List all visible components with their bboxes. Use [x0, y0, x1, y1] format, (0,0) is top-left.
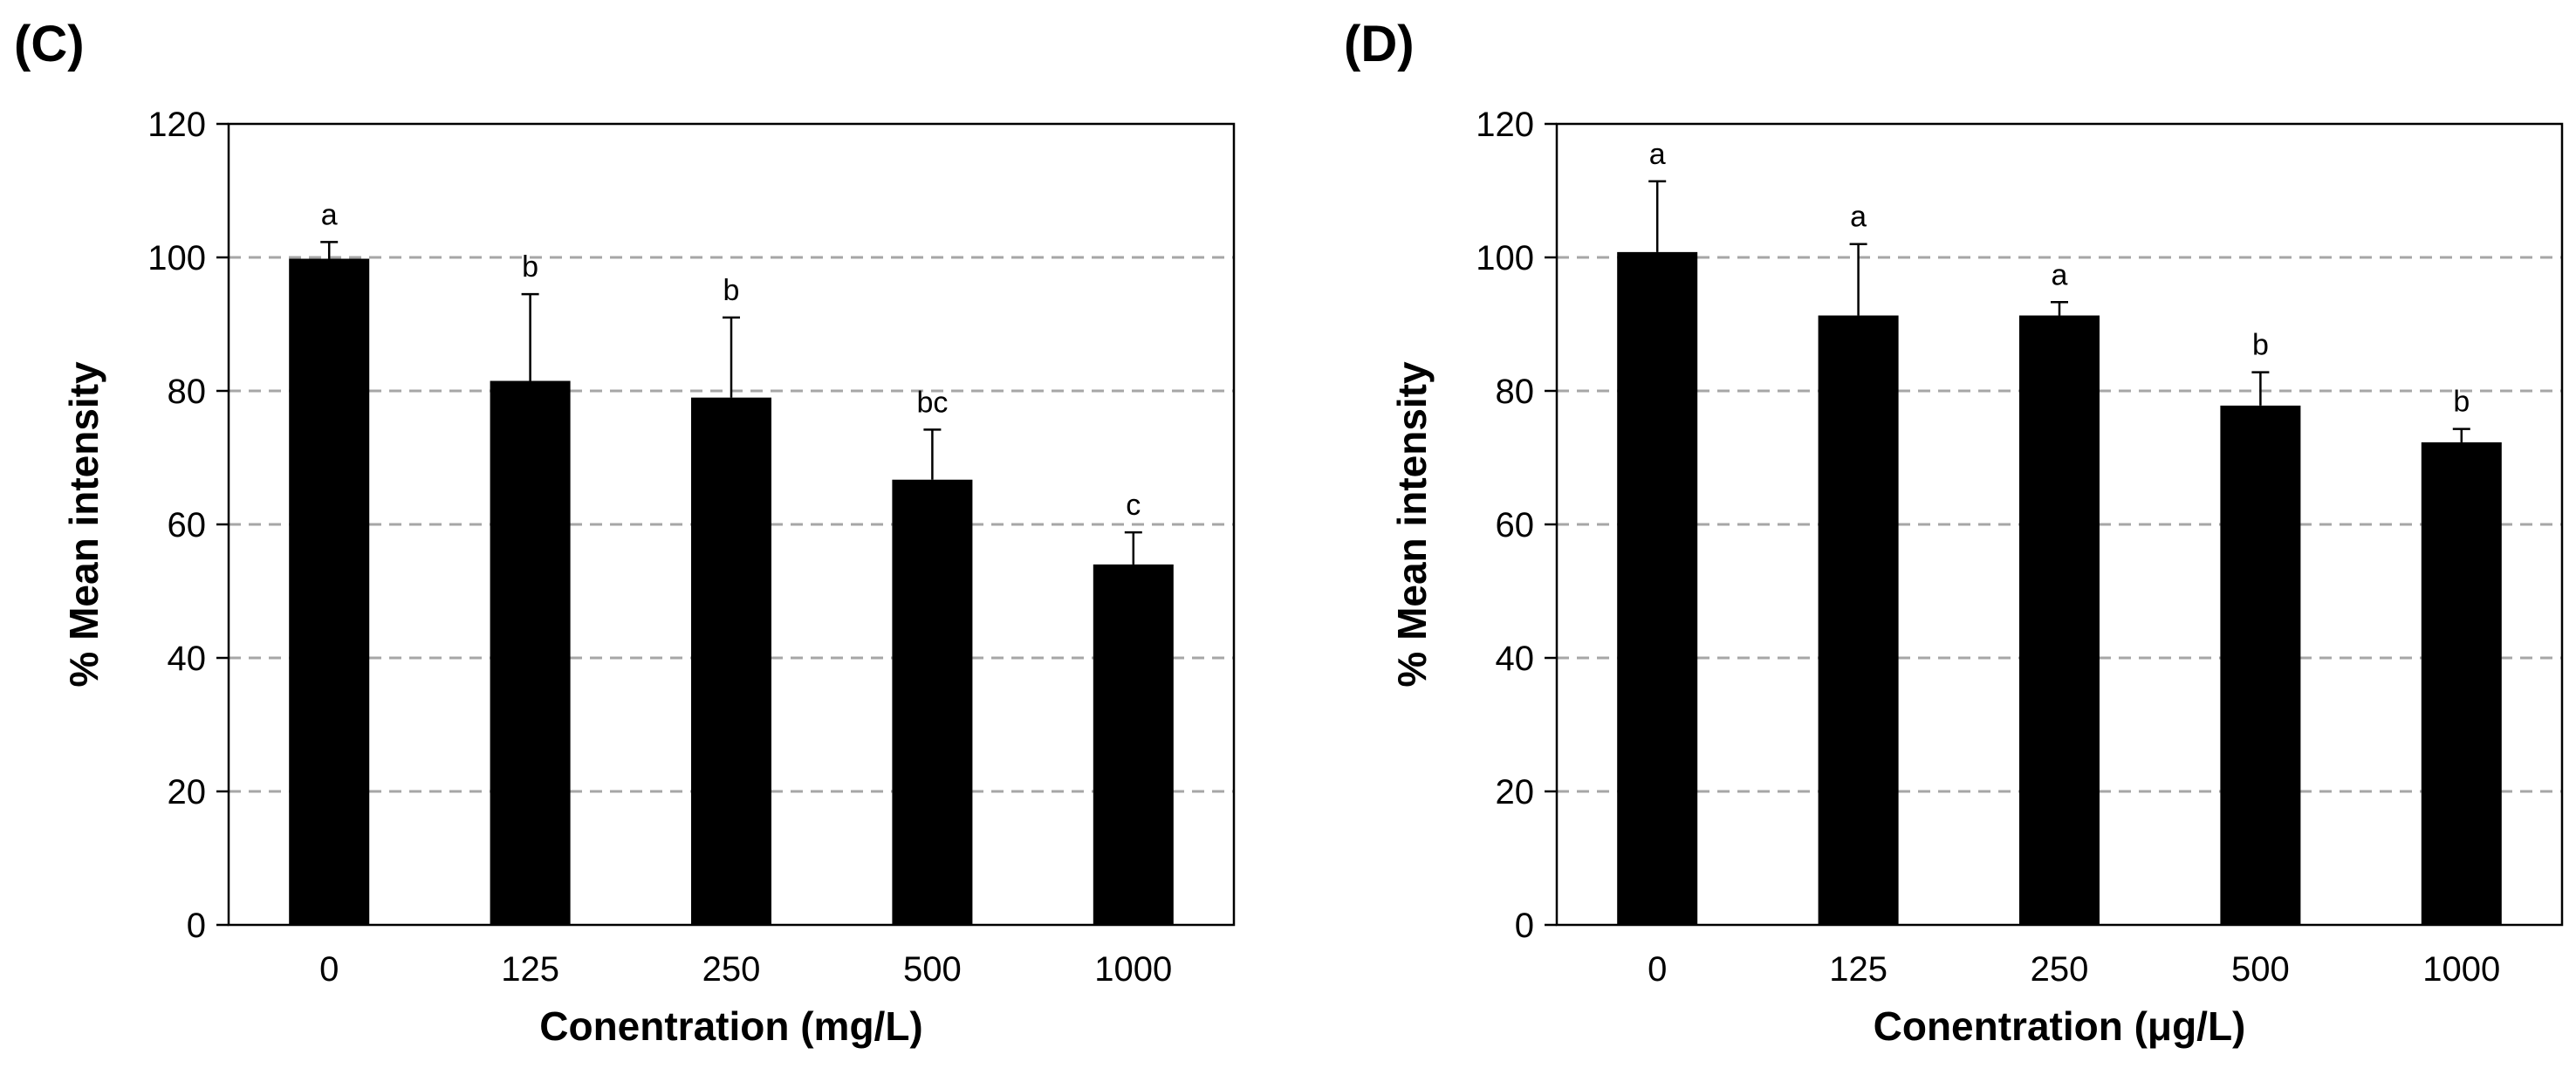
significance-label: b	[723, 274, 740, 307]
chart-panel-c: (C) 0 20 40 60 80 100 120 a 0 b 125 b 250 bc 500 c 1000 Co…	[14, 16, 1236, 1049]
significance-label: b	[2252, 329, 2269, 362]
significance-label: b	[2453, 386, 2470, 419]
x-tick-label: 125	[501, 950, 559, 989]
panel-label: (D)	[1344, 16, 1415, 72]
bar-250	[2019, 315, 2100, 925]
y-tick-label: 20	[168, 773, 207, 811]
y-tick-label: 40	[1496, 640, 1535, 678]
x-axis-title: Conentration (μg/L)	[1874, 1003, 2246, 1049]
bar-125	[490, 380, 571, 925]
bar-125	[1818, 315, 1899, 925]
significance-label: a	[321, 198, 338, 231]
significance-label: b	[522, 250, 538, 284]
bar-500	[892, 479, 973, 925]
x-tick-label: 500	[903, 950, 962, 989]
bar-250	[691, 397, 771, 925]
plot-frame	[1555, 122, 2564, 927]
x-tick-label: 0	[319, 950, 339, 989]
bar-0	[1617, 251, 1698, 925]
chart-panel-d: (D) 0 20 40 60 80 100 120 a 0 a 125 a 250 b 500 b 1000 Con…	[1344, 16, 2564, 1049]
bar-0	[289, 258, 370, 925]
x-tick-label: 125	[1829, 950, 1887, 989]
y-axis-title: % Mean intensity	[61, 361, 106, 688]
x-tick-label: 250	[2031, 950, 2089, 989]
y-tick-label: 100	[147, 239, 206, 277]
x-tick-label: 500	[2231, 950, 2290, 989]
y-tick-label: 60	[1496, 506, 1535, 544]
x-tick-label: 0	[1648, 950, 1667, 989]
y-tick-label: 20	[1496, 773, 1535, 811]
x-axis-title: Conentration (mg/L)	[539, 1003, 923, 1049]
x-tick-label: 250	[702, 950, 761, 989]
significance-label: a	[1850, 201, 1867, 234]
y-tick-label: 40	[168, 640, 207, 678]
panel-label: (C)	[14, 16, 85, 72]
y-tick-label: 120	[147, 106, 206, 144]
y-tick-label: 60	[168, 506, 207, 544]
bar-1000	[1093, 564, 1174, 925]
bar-500	[2220, 405, 2301, 926]
x-tick-label: 1000	[2422, 950, 2500, 989]
bar-1000	[2421, 442, 2502, 925]
y-tick-label: 100	[1476, 239, 1534, 277]
significance-label: a	[1649, 138, 1666, 171]
y-tick-label: 0	[1515, 907, 1534, 945]
significance-label: bc	[916, 386, 948, 419]
significance-label: a	[2052, 258, 2068, 291]
y-tick-label: 80	[168, 373, 207, 411]
y-axis-title: % Mean intensity	[1389, 361, 1435, 688]
y-tick-label: 0	[187, 907, 206, 945]
y-tick-label: 120	[1476, 106, 1534, 144]
x-tick-label: 1000	[1094, 950, 1172, 989]
significance-label: c	[1126, 489, 1141, 522]
plot-frame	[227, 122, 1236, 927]
y-tick-label: 80	[1496, 373, 1535, 411]
